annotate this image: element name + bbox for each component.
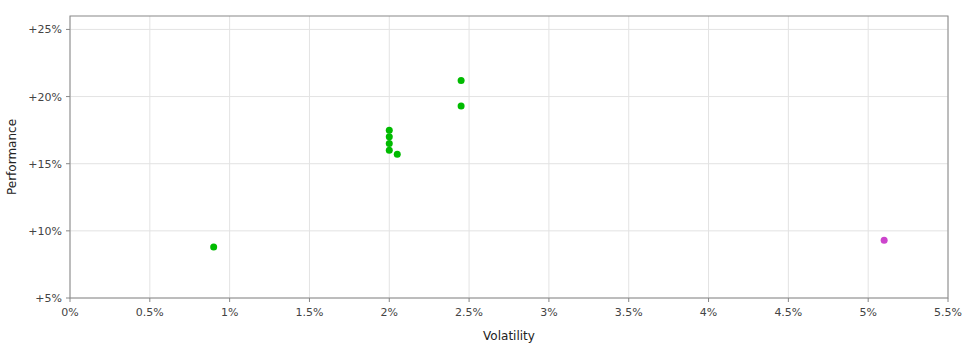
point bbox=[881, 237, 888, 244]
x-grid-line bbox=[708, 16, 709, 298]
x-tick bbox=[628, 298, 629, 302]
point bbox=[458, 102, 465, 109]
y-grid-line bbox=[70, 230, 948, 231]
y-axis-title: Performance bbox=[5, 119, 19, 195]
x-grid-line bbox=[868, 16, 869, 298]
x-tick-label: 2% bbox=[381, 306, 398, 319]
point bbox=[386, 140, 393, 147]
point bbox=[458, 77, 465, 84]
x-axis-title: Volatility bbox=[483, 329, 535, 343]
x-tick-label: 0% bbox=[61, 306, 78, 319]
x-tick-label: 3% bbox=[540, 306, 557, 319]
y-tick-label: +25% bbox=[28, 23, 62, 36]
point bbox=[386, 127, 393, 134]
x-grid-line bbox=[469, 16, 470, 298]
y-tick-label: +15% bbox=[28, 158, 62, 171]
chart: 0% 0.5% 1% 1.5% 2% 2.5% 3% 3.5% 4% 4.5% 5% 5.5% +5% +… bbox=[0, 0, 966, 350]
x-grid-line bbox=[229, 16, 230, 298]
x-tick bbox=[309, 298, 310, 302]
series bbox=[881, 237, 888, 244]
x-tick bbox=[469, 298, 470, 302]
x-grid-line bbox=[149, 16, 150, 298]
x-tick-label: 5% bbox=[859, 306, 876, 319]
x-tick bbox=[548, 298, 549, 302]
y-tick bbox=[66, 298, 70, 299]
x-tick-label: 2.5% bbox=[455, 306, 483, 319]
x-tick-label: 5.5% bbox=[934, 306, 962, 319]
y-tick bbox=[66, 29, 70, 30]
y-tick bbox=[66, 163, 70, 164]
y-grid-line bbox=[70, 163, 948, 164]
y-tick bbox=[66, 230, 70, 231]
x-grid-line bbox=[309, 16, 310, 298]
y-grid-line bbox=[70, 96, 948, 97]
x-grid-line bbox=[389, 16, 390, 298]
x-tick bbox=[389, 298, 390, 302]
chart-container: 0% 0.5% 1% 1.5% 2% 2.5% 3% 3.5% 4% 4.5% 5% 5.5% +5% +… bbox=[0, 0, 966, 350]
points bbox=[210, 77, 887, 251]
point bbox=[210, 243, 217, 250]
x-tick bbox=[708, 298, 709, 302]
x-tick bbox=[229, 298, 230, 302]
x-tick-label: 3.5% bbox=[615, 306, 643, 319]
point bbox=[386, 147, 393, 154]
x-grid-line bbox=[548, 16, 549, 298]
x-tick-label: 4.5% bbox=[774, 306, 802, 319]
y-tick bbox=[66, 96, 70, 97]
point bbox=[386, 133, 393, 140]
x-tick bbox=[948, 298, 949, 302]
x-tick bbox=[868, 298, 869, 302]
plot-area bbox=[70, 16, 948, 298]
y-tick-label: +10% bbox=[28, 225, 62, 238]
x-tick-label: 0.5% bbox=[136, 306, 164, 319]
grid bbox=[70, 16, 948, 298]
y-grid-line bbox=[70, 29, 948, 30]
plot-frame bbox=[70, 16, 948, 298]
y-tick-label: +20% bbox=[28, 91, 62, 104]
point bbox=[394, 151, 401, 158]
x-tick bbox=[788, 298, 789, 302]
x-grid-line bbox=[788, 16, 789, 298]
x-grid-line bbox=[628, 16, 629, 298]
y-tick-label: +5% bbox=[35, 292, 62, 305]
x-tick bbox=[149, 298, 150, 302]
series bbox=[210, 77, 464, 251]
x-tick-label: 4% bbox=[700, 306, 717, 319]
x-tick-label: 1.5% bbox=[295, 306, 323, 319]
x-tick-label: 1% bbox=[221, 306, 238, 319]
x-tick bbox=[70, 298, 71, 302]
